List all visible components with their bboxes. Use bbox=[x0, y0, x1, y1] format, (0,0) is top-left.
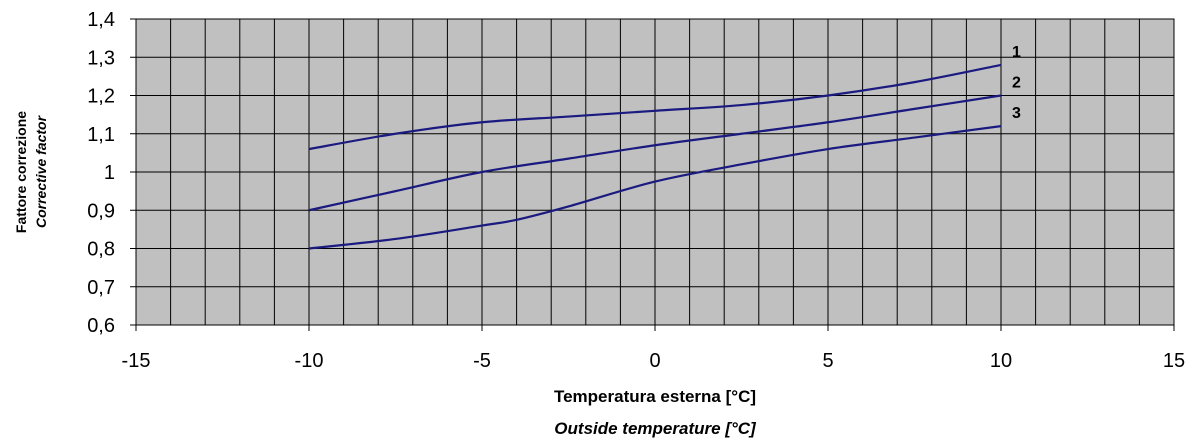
y-tick-label: 1 bbox=[104, 162, 115, 184]
series-line-3 bbox=[308, 125, 1002, 250]
x-tick-label: 15 bbox=[1163, 350, 1185, 372]
x-tick-label: -5 bbox=[473, 350, 491, 372]
series-label-3: 3 bbox=[1012, 105, 1021, 122]
y-tick-label: 0,6 bbox=[87, 315, 115, 337]
y-tick-label: 1,1 bbox=[87, 124, 115, 146]
y-axis: 0,6 0,7 0,8 0,9 1 1,1 1,2 1,3 1,4 bbox=[87, 9, 136, 337]
x-axis-title: Temperatura esterna [°C] bbox=[554, 387, 756, 406]
series-label-1: 1 bbox=[1012, 44, 1021, 61]
series-lines bbox=[308, 63, 1002, 250]
x-tick-label: 5 bbox=[822, 350, 833, 372]
y-tick-label: 1,4 bbox=[87, 9, 115, 31]
y-tick-label: 1,2 bbox=[87, 86, 115, 108]
x-tick-label: -10 bbox=[295, 350, 324, 372]
y-axis-title-english: Corrective factor bbox=[33, 114, 49, 228]
series-line-2 bbox=[308, 94, 1002, 212]
series-label-2: 2 bbox=[1012, 75, 1021, 92]
y-tick-label: 1,3 bbox=[87, 47, 115, 69]
y-tick-label: 0,8 bbox=[87, 239, 115, 261]
y-axis-title: Fattore correzione bbox=[13, 111, 29, 233]
x-tick-label: -15 bbox=[122, 350, 151, 372]
y-tick-label: 0,7 bbox=[87, 277, 115, 299]
series-labels: 1 2 3 bbox=[1012, 44, 1021, 122]
y-tick-label: 0,9 bbox=[87, 200, 115, 222]
x-axis: -15 -10 -5 0 5 10 15 bbox=[122, 325, 1185, 372]
series-line-1 bbox=[308, 63, 1002, 151]
x-tick-label: 10 bbox=[990, 350, 1012, 372]
x-axis-title-english: Outside temperature [°C] bbox=[554, 419, 757, 438]
x-tick-label: 0 bbox=[649, 350, 660, 372]
